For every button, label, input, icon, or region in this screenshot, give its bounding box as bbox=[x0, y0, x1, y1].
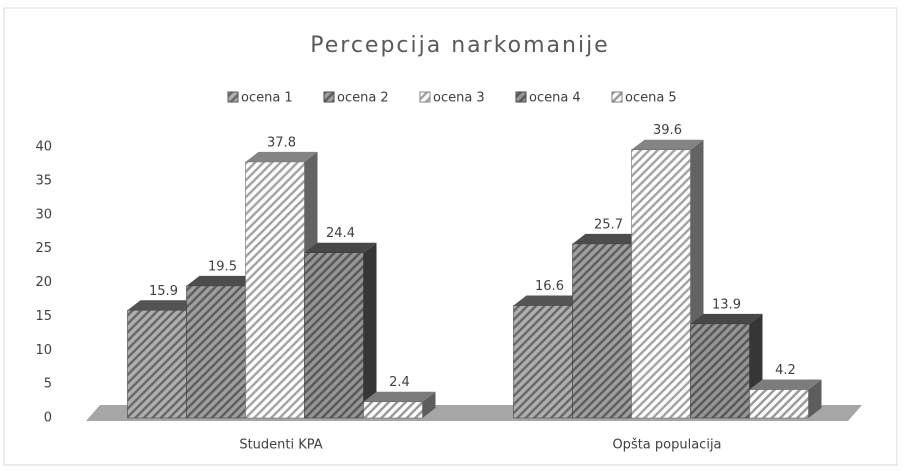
data-label: 13.9 bbox=[712, 297, 741, 312]
bar-top bbox=[245, 151, 318, 162]
legend-label: ocena 4 bbox=[529, 91, 581, 106]
data-label: 15.9 bbox=[149, 284, 178, 299]
y-tick-label: 20 bbox=[35, 275, 52, 290]
bar bbox=[749, 389, 809, 419]
bar bbox=[631, 149, 691, 419]
data-label: 37.8 bbox=[267, 135, 296, 150]
data-label: 24.4 bbox=[326, 226, 355, 241]
y-tick-label: 40 bbox=[35, 140, 52, 155]
legend-swatch bbox=[227, 91, 239, 103]
y-tick-label: 5 bbox=[44, 377, 52, 392]
legend-swatch bbox=[515, 91, 527, 103]
y-tick-label: 35 bbox=[35, 173, 52, 188]
legend-swatch bbox=[611, 91, 623, 103]
data-label: 4.2 bbox=[775, 363, 796, 378]
bar-top bbox=[572, 233, 645, 244]
bar bbox=[363, 401, 423, 419]
legend-swatch bbox=[323, 91, 335, 103]
bar-top bbox=[631, 139, 704, 150]
data-label: 19.5 bbox=[208, 259, 237, 274]
bar bbox=[304, 252, 364, 419]
bar bbox=[513, 305, 573, 419]
data-label: 25.7 bbox=[594, 217, 623, 232]
bar bbox=[245, 161, 305, 419]
bar-side bbox=[422, 391, 436, 418]
bar-top bbox=[513, 295, 586, 306]
legend-swatch bbox=[419, 91, 431, 103]
bar-top bbox=[127, 300, 200, 311]
data-label: 39.6 bbox=[653, 123, 682, 138]
data-label: 2.4 bbox=[389, 375, 410, 390]
bar bbox=[572, 243, 632, 419]
legend-label: ocena 1 bbox=[241, 91, 293, 106]
legend-label: ocena 2 bbox=[337, 91, 389, 106]
x-tick-label: Studenti KPA bbox=[239, 438, 322, 453]
legend-label: ocena 3 bbox=[433, 91, 485, 106]
bar-top bbox=[186, 275, 259, 286]
y-tick-label: 25 bbox=[35, 241, 52, 256]
bar-top bbox=[304, 242, 377, 253]
bar-top bbox=[749, 379, 822, 390]
legend-label: ocena 5 bbox=[625, 91, 677, 106]
bar-top bbox=[363, 391, 436, 402]
bar bbox=[690, 323, 750, 419]
y-tick-label: 10 bbox=[35, 343, 52, 358]
bar bbox=[127, 309, 187, 419]
y-tick-label: 0 bbox=[44, 411, 52, 426]
bar-side bbox=[363, 242, 377, 418]
bar-top bbox=[690, 313, 763, 324]
bar-side bbox=[808, 379, 822, 418]
y-tick-label: 30 bbox=[35, 207, 52, 222]
y-tick-label: 15 bbox=[35, 309, 52, 324]
x-tick-label: Opšta populacija bbox=[612, 438, 721, 453]
bar bbox=[186, 285, 246, 419]
data-label: 16.6 bbox=[535, 279, 564, 294]
chart-title: Percepcija narkomanije bbox=[310, 33, 609, 58]
